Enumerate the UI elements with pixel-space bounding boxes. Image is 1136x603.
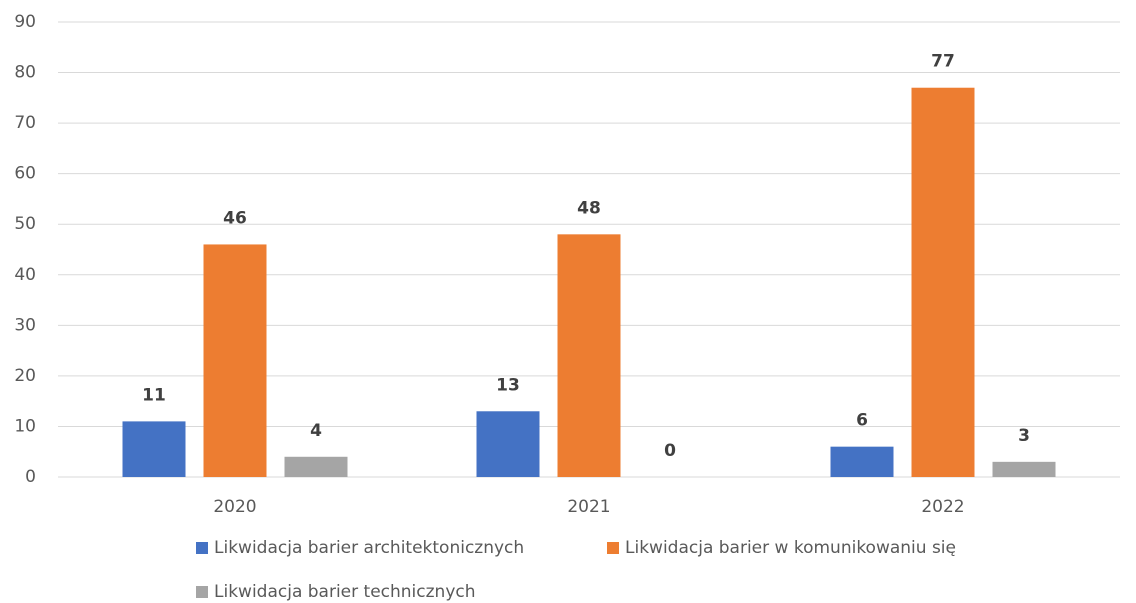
bar	[830, 446, 894, 477]
y-tick-label: 0	[25, 467, 36, 487]
legend-swatch	[196, 542, 208, 554]
y-tick-label: 50	[14, 214, 36, 234]
legend-swatch	[607, 542, 619, 554]
bar	[557, 234, 621, 477]
y-tick-label: 90	[14, 12, 36, 32]
value-label: 77	[931, 52, 955, 72]
y-tick-label: 70	[14, 113, 36, 133]
value-label: 48	[577, 198, 601, 218]
value-label: 11	[142, 385, 166, 405]
bar	[476, 411, 540, 477]
y-tick-label: 60	[14, 164, 36, 184]
y-tick-label: 40	[14, 265, 36, 285]
bar	[203, 244, 267, 477]
value-label: 3	[1018, 426, 1030, 446]
bar	[284, 456, 348, 477]
value-label: 6	[856, 411, 868, 431]
value-label: 0	[664, 441, 676, 461]
legend-swatch	[196, 586, 208, 598]
y-tick-label: 80	[14, 63, 36, 83]
x-tick-label: 2022	[921, 497, 964, 517]
value-label: 4	[310, 421, 322, 441]
value-label: 13	[496, 375, 520, 395]
y-tick-label: 10	[14, 416, 36, 436]
x-tick-label: 2021	[567, 497, 610, 517]
bar	[992, 461, 1056, 477]
legend-label: Likwidacja barier architektonicznych	[214, 538, 524, 558]
y-tick-label: 20	[14, 366, 36, 386]
bar	[122, 421, 186, 477]
bar	[911, 87, 975, 477]
value-label: 46	[223, 208, 247, 228]
legend-label: Likwidacja barier technicznych	[214, 582, 476, 602]
y-tick-label: 30	[14, 315, 36, 335]
x-tick-label: 2020	[213, 497, 256, 517]
legend-label: Likwidacja barier w komunikowaniu się	[625, 538, 956, 558]
